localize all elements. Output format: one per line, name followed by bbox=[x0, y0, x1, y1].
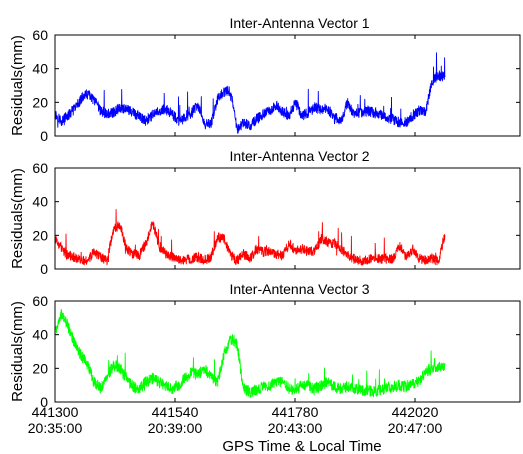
chart-title: Inter-Antenna Vector 3 bbox=[229, 281, 369, 297]
y-tick-label: 0 bbox=[40, 261, 48, 277]
plot-frame-top bbox=[54, 300, 521, 403]
figure-xlabel: GPS Time & Local Time bbox=[222, 438, 381, 454]
y-tick-label: 40 bbox=[32, 61, 48, 77]
x-tick-label: 441780 20:43:00 bbox=[268, 404, 323, 436]
y-tick-label: 60 bbox=[32, 293, 48, 309]
chart-panel-1: Inter-Antenna Vector 1 Residuals(mm) 0 20 40… bbox=[9, 15, 521, 144]
series-line-3 bbox=[55, 309, 446, 398]
x-tick-label: 441540 20:39:00 bbox=[148, 404, 203, 436]
plot-frame bbox=[54, 167, 521, 270]
y-tick-label: 60 bbox=[32, 27, 48, 43]
chart-panels: Inter-Antenna Vector 1 Residuals(mm) 0 20 40… bbox=[9, 15, 521, 436]
chart-title: Inter-Antenna Vector 1 bbox=[229, 15, 369, 31]
chart-title: Inter-Antenna Vector 2 bbox=[229, 148, 369, 164]
x-tick-label: 441300 20:35:00 bbox=[28, 404, 83, 436]
series-line-1 bbox=[55, 52, 446, 134]
y-tick-label: 40 bbox=[32, 194, 48, 210]
plot-frame-top bbox=[54, 167, 521, 270]
chart-panel-3: Inter-Antenna Vector 3 Residuals(mm) 0 20 40… bbox=[9, 281, 521, 436]
series-line-2 bbox=[55, 209, 446, 267]
plot-frame bbox=[54, 300, 521, 403]
plot-frame-top bbox=[54, 34, 521, 137]
y-tick-label: 20 bbox=[32, 227, 48, 243]
x-tick-label: 442020 20:47:00 bbox=[388, 404, 443, 436]
chart-panel-2: Inter-Antenna Vector 2 Residuals(mm) 0 20 40… bbox=[9, 148, 521, 277]
y-tick-label: 20 bbox=[32, 360, 48, 376]
y-tick-label: 40 bbox=[32, 327, 48, 343]
y-tick-label: 0 bbox=[40, 394, 48, 410]
y-tick-label: 20 bbox=[32, 94, 48, 110]
y-tick-label: 0 bbox=[40, 128, 48, 144]
y-axis-label: Residuals(mm) bbox=[9, 35, 26, 136]
y-axis-label: Residuals(mm) bbox=[9, 301, 26, 402]
y-axis-label: Residuals(mm) bbox=[9, 168, 26, 269]
plot-frame bbox=[54, 34, 521, 137]
y-tick-label: 60 bbox=[32, 160, 48, 176]
